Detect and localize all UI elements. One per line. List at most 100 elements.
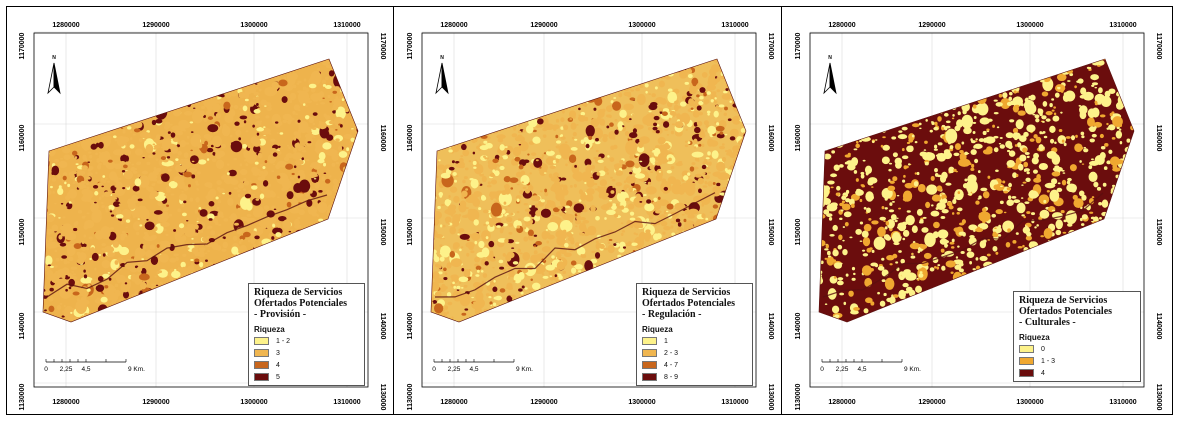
north-arrow-icon: N	[47, 55, 61, 95]
legend-title-line: Ofertados Potenciales	[1019, 306, 1113, 317]
legend-item: 8 - 9	[642, 372, 747, 382]
x-tick-label-bottom: 1300000	[240, 399, 267, 406]
legend-swatch	[254, 349, 269, 357]
legend-field-label: Riqueza	[642, 325, 673, 334]
y-tick-label-right: 1140000	[379, 313, 386, 340]
legend-class-label: 8 - 9	[664, 373, 679, 381]
legend-item: 1 - 2	[254, 336, 359, 346]
x-tick-label-top: 1280000	[440, 22, 467, 29]
legend-swatch	[254, 373, 269, 381]
y-tick-label-right: 1160000	[379, 125, 386, 152]
legend-swatch	[642, 373, 657, 381]
y-tick-label-right: 1170000	[767, 33, 774, 60]
scale-bar-label: 9 Km.	[128, 366, 145, 373]
map-canvas: 1280000 1280000 1290000 1290000 1300000 13000…	[795, 22, 1162, 411]
y-tick-label-left: 1150000	[19, 218, 26, 245]
y-tick-label-left: 1160000	[19, 124, 26, 151]
y-tick-label-right: 1150000	[1155, 219, 1162, 246]
legend-title-line: Ofertados Potenciales	[254, 298, 348, 309]
scale-bar-label: 9 Km.	[516, 366, 533, 373]
y-tick-label-right: 1170000	[379, 33, 386, 60]
legend-item: 4	[254, 360, 359, 370]
y-tick-label-right: 1140000	[1155, 313, 1162, 340]
x-tick-label-top: 1310000	[1109, 22, 1136, 29]
legend-swatch	[642, 349, 657, 357]
legend-field-label: Riqueza	[254, 325, 285, 334]
scale-bar: 0 2,25 4,5 9 Km.	[44, 359, 145, 373]
legend-title: Riqueza de Servicios Ofertados Potenciale…	[642, 287, 747, 320]
y-tick-label-left: 1150000	[407, 218, 414, 245]
x-tick-label-top: 1290000	[530, 22, 557, 29]
x-tick-label-bottom: 1300000	[1016, 399, 1043, 406]
x-tick-label-bottom: 1280000	[828, 399, 855, 406]
legend-item: 3	[254, 348, 359, 358]
north-label: N	[440, 55, 444, 61]
y-tick-label-left: 1130000	[795, 383, 802, 410]
y-tick-label-left: 1170000	[407, 32, 414, 59]
map-frame: 1280000 1280000 1290000 1290000 1300000 13000…	[6, 6, 1173, 415]
legend-title-line: Riqueza de Servicios	[254, 287, 343, 298]
x-tick-label-bottom: 1300000	[628, 399, 655, 406]
north-label: N	[52, 55, 56, 61]
north-arrow-icon: N	[435, 55, 449, 95]
legend-class-label: 2 - 3	[664, 349, 679, 357]
x-tick-label-top: 1300000	[628, 22, 655, 29]
scale-bar-label: 2,25	[836, 366, 849, 373]
y-tick-label-left: 1160000	[407, 124, 414, 151]
scale-bar-label: 4,5	[81, 366, 90, 373]
legend-title-line: Riqueza de Servicios	[642, 287, 731, 298]
x-tick-label-bottom: 1310000	[333, 399, 360, 406]
legend-swatch	[642, 361, 657, 369]
legend-swatch	[642, 337, 657, 345]
scale-bar-label: 0	[44, 366, 48, 373]
legend-swatch	[254, 361, 269, 369]
scale-bar-label: 2,25	[60, 366, 73, 373]
x-tick-label-bottom: 1310000	[1109, 399, 1136, 406]
legend-class-label: 4	[1041, 369, 1045, 377]
legend-item: 1 - 3	[1019, 356, 1135, 366]
legend-item: 4 - 7	[642, 360, 747, 370]
legend-title: Riqueza de Servicios Ofertados Potenciale…	[1019, 295, 1135, 328]
legend-item: 1	[642, 336, 747, 346]
legend-class-label: 4 - 7	[664, 361, 679, 369]
legend-box: Riqueza de Servicios Ofertados Potenciale…	[1013, 291, 1141, 382]
legend-class-label: 1 - 2	[276, 337, 291, 345]
legend-class-label: 1 - 3	[1041, 357, 1056, 365]
x-tick-label-top: 1290000	[918, 22, 945, 29]
x-tick-label-bottom: 1290000	[918, 399, 945, 406]
map-neatline	[809, 32, 1145, 388]
y-tick-label-left: 1130000	[19, 383, 26, 410]
legend-item: 5	[254, 372, 359, 382]
legend-class-label: 5	[276, 373, 280, 381]
legend-title-line: - Provisión -	[254, 309, 307, 320]
x-tick-label-top: 1300000	[1016, 22, 1043, 29]
north-arrow-icon: N	[823, 55, 837, 95]
y-tick-label-right: 1150000	[767, 219, 774, 246]
map-canvas: 1280000 1280000 1290000 1290000 1300000 13000…	[407, 7, 782, 414]
study-area-outline	[430, 58, 747, 323]
map-panel-2: 1280000 1280000 1290000 1290000 1300000 13000…	[395, 7, 782, 414]
legend-class-label: 0	[1041, 345, 1045, 353]
legend-class-label: 4	[276, 361, 280, 369]
study-area-outline	[818, 58, 1135, 323]
y-tick-label-left: 1150000	[795, 218, 802, 245]
legend-box: Riqueza de Servicios Ofertados Potenciale…	[248, 283, 365, 386]
x-tick-label-top: 1310000	[721, 22, 748, 29]
y-tick-label-right: 1150000	[379, 219, 386, 246]
legend-class-label: 3	[276, 349, 280, 357]
legend-item: 4	[1019, 368, 1135, 378]
legend-box: Riqueza de Servicios Ofertados Potenciale…	[636, 283, 753, 386]
x-tick-label-bottom: 1280000	[52, 399, 79, 406]
y-tick-label-left: 1130000	[407, 383, 414, 410]
y-tick-label-left: 1140000	[795, 312, 802, 339]
y-tick-label-right: 1140000	[767, 313, 774, 340]
y-tick-label-right: 1170000	[1155, 33, 1162, 60]
legend-item: 0	[1019, 344, 1135, 354]
x-tick-label-bottom: 1290000	[530, 399, 557, 406]
study-area-outline	[42, 58, 359, 323]
x-tick-label-top: 1310000	[333, 22, 360, 29]
legend-swatch	[1019, 357, 1034, 365]
legend-title: Riqueza de Servicios Ofertados Potenciale…	[254, 287, 359, 320]
x-tick-label-top: 1300000	[240, 22, 267, 29]
x-tick-label-top: 1280000	[828, 22, 855, 29]
